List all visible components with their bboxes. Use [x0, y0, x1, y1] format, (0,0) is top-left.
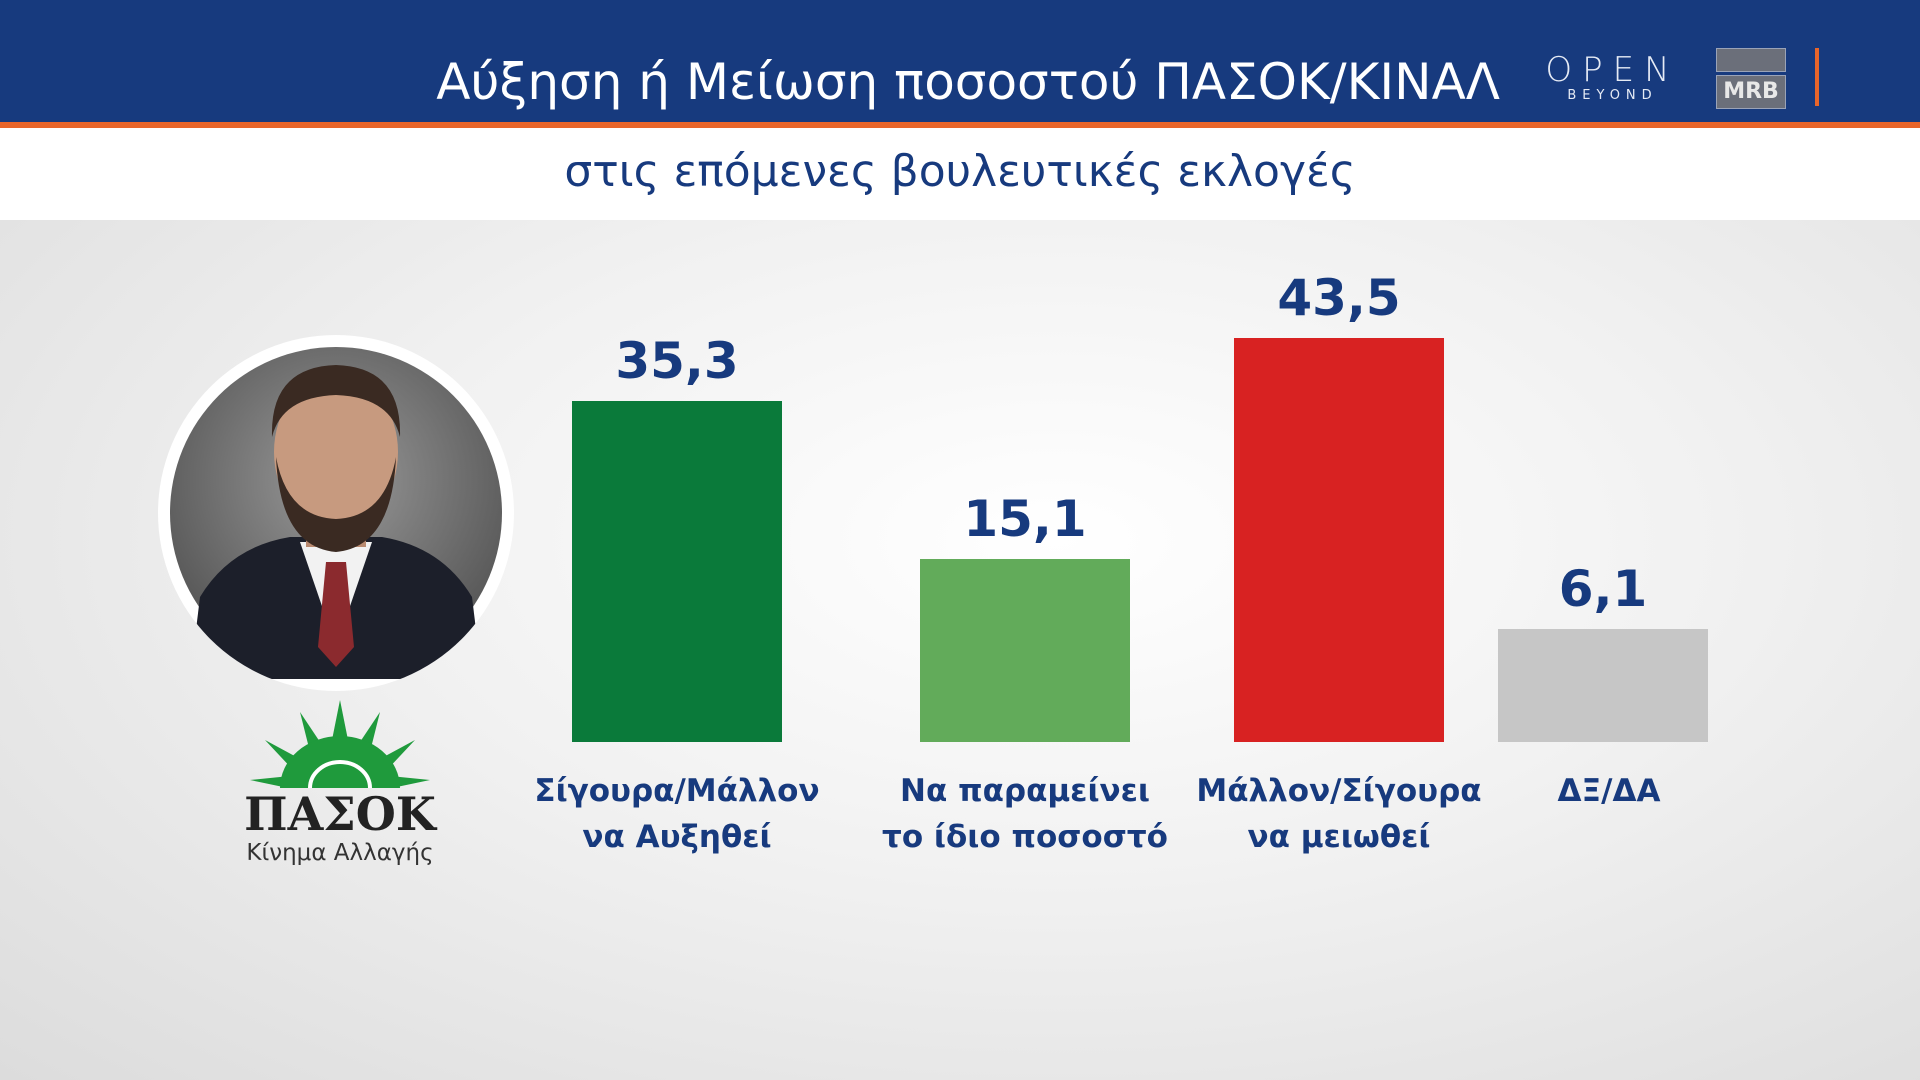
value-label-4: 6,1 [1558, 559, 1648, 618]
category-label-line: Να παραμείνει [900, 773, 1150, 809]
leader-portrait [158, 335, 514, 691]
category-label-1: Σίγουρα/Μάλλον να Αυξηθεί [517, 768, 837, 860]
party-name: ΠΑΣΟΚ [244, 787, 436, 841]
bar-3 [1234, 337, 1444, 742]
mrb-logo-text: MRB [1716, 75, 1786, 109]
category-label-line: να Αυξηθεί [582, 819, 772, 855]
bar-1 [572, 401, 782, 742]
mrb-logo: MRB [1716, 48, 1786, 109]
subtitle-band [0, 128, 1920, 220]
bar-4 [1498, 628, 1708, 742]
pasok-sun-icon [250, 700, 430, 789]
open-logo-text: OPEN [1545, 50, 1680, 90]
chart-title: Αύξηση ή Μείωση ποσοστού ΠΑΣΟΚ/ΚΙΝΑΛ [436, 53, 1500, 111]
category-label-4: ΔΞ/ΔΑ [1449, 768, 1769, 814]
bar-2 [920, 558, 1130, 742]
category-label-3: Μάλλον/Σίγουρα να μειωθεί [1179, 768, 1499, 860]
open-logo-subtext: BEYOND [1567, 88, 1658, 103]
accent-divider [1815, 48, 1819, 106]
category-label-line: Σίγουρα/Μάλλον [534, 773, 820, 809]
header-bar [0, 0, 1920, 122]
category-label-line: Μάλλον/Σίγουρα [1196, 773, 1482, 809]
header-divider [0, 122, 1920, 128]
pasok-logo: ΠΑΣΟΚ Κίνημα Αλλαγής [220, 700, 460, 868]
value-label-2: 15,1 [963, 489, 1087, 548]
value-label-1: 35,3 [615, 332, 739, 391]
chart-subtitle: στις επόμενες βουλευτικές εκλογές [564, 146, 1356, 197]
open-beyond-logo: OPEN BEYOND [1545, 52, 1680, 103]
category-label-line: το ίδιο ποσοστό [882, 819, 1168, 855]
category-label-line: ΔΞ/ΔΑ [1557, 773, 1661, 809]
category-label-2: Να παραμείνει το ίδιο ποσοστό [865, 768, 1185, 860]
category-label-line: να μειωθεί [1247, 819, 1431, 855]
value-label-3: 43,5 [1277, 268, 1401, 327]
party-subtitle: Κίνημα Αλλαγής [246, 840, 434, 866]
